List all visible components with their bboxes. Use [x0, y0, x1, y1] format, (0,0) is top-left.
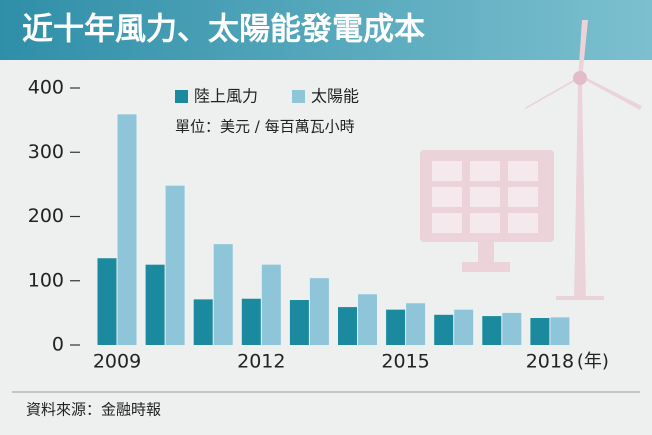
bar [309, 278, 329, 345]
note: 單位：美元 / 每百萬瓦小時 [175, 118, 355, 136]
chart-title: 近十年風力、太陽能發電成本 [22, 12, 425, 48]
x-tick-label: 2018 [526, 351, 574, 373]
y-tick-label: 300 [28, 141, 64, 163]
bar [213, 244, 233, 345]
bar [145, 264, 165, 345]
bar [241, 298, 261, 345]
legend-label: 陸上風力 [194, 87, 258, 106]
y-tick-label: 0 [52, 334, 64, 356]
title-band [0, 0, 652, 60]
solar-panel-decoration [420, 150, 554, 272]
source: 資料來源：金融時報 [26, 401, 161, 419]
bar [338, 307, 357, 345]
legend-label: 太陽能 [311, 87, 359, 106]
turbine-decoration [524, 20, 642, 300]
bar [406, 303, 426, 345]
bar [193, 299, 213, 345]
y-tick-label: 100 [28, 269, 64, 291]
bar [502, 312, 522, 345]
bar [117, 114, 137, 345]
x-tick-label: 2015 [381, 351, 429, 373]
bar [386, 309, 406, 345]
bar [165, 185, 185, 345]
legend-swatch [175, 90, 188, 103]
bar [261, 264, 281, 345]
bar [434, 314, 454, 345]
bar [482, 316, 502, 345]
x-tick-label: 2009 [93, 351, 141, 373]
bar [289, 300, 309, 345]
bar [97, 258, 117, 345]
y-tick-label: 200 [28, 205, 64, 227]
legend-swatch [292, 90, 305, 103]
x-tick-label: 2012 [237, 351, 285, 373]
bar [358, 294, 377, 345]
bar [454, 309, 474, 345]
x-unit: (年) [577, 351, 609, 372]
bar [530, 318, 550, 345]
bar [550, 317, 570, 345]
y-tick-label: 400 [28, 77, 64, 99]
